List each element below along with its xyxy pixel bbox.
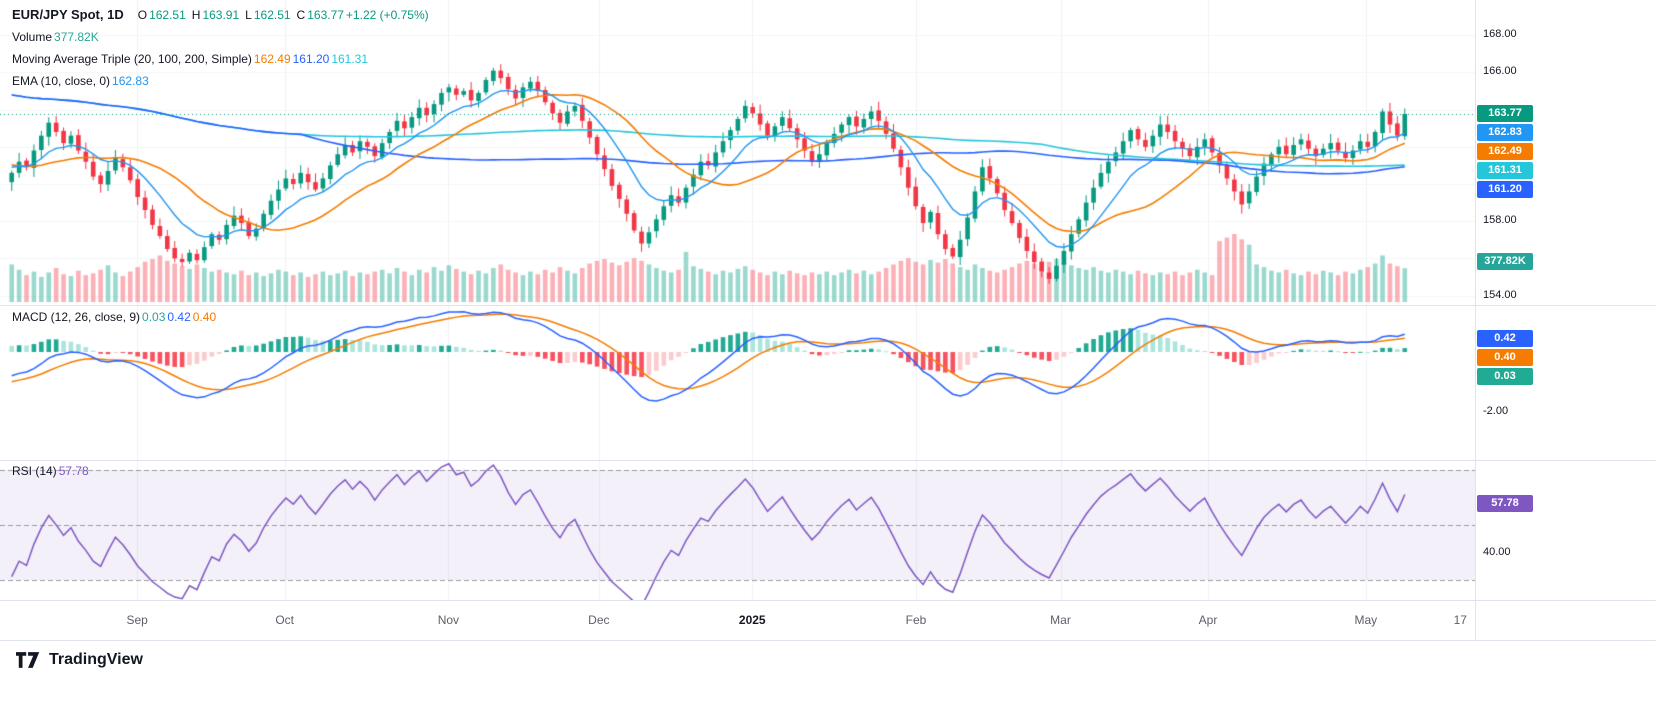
- price-badge: 161.20: [1477, 180, 1533, 198]
- rsi-value: 57.78: [58, 464, 89, 478]
- macd-axis-label: -2.00: [1483, 405, 1509, 417]
- open-label: O: [137, 8, 148, 22]
- time-axis-label: Dec: [588, 613, 610, 627]
- ema-label: EMA (10, close, 0): [12, 74, 111, 88]
- time-axis-label: Apr: [1198, 613, 1218, 627]
- ema-value: 162.83: [112, 74, 149, 88]
- price-badge: 161.31: [1477, 161, 1533, 179]
- ma20-value: 162.49: [253, 52, 291, 66]
- low-label: L: [245, 8, 252, 22]
- macd-signal-value: 0.40: [192, 310, 217, 324]
- close-label: C: [296, 8, 306, 22]
- price-axis-border: [1475, 0, 1476, 640]
- rsi-legend[interactable]: RSI (14) 57.78: [12, 464, 89, 478]
- time-axis-label: Nov: [437, 613, 460, 627]
- macd-label: MACD (12, 26, close, 9): [12, 310, 141, 324]
- time-axis-label: 17: [1453, 613, 1467, 627]
- main-legend: EUR/JPY Spot, 1D O 162.51 H 163.91 L 162.51 C 16…: [12, 4, 429, 92]
- time-axis-label: 2025: [738, 613, 766, 627]
- price-badge: 163.77: [1477, 104, 1533, 122]
- price-badge: 162.49: [1477, 142, 1533, 160]
- divider-macd-rsi[interactable]: [0, 460, 1656, 461]
- time-axis-label: May: [1354, 613, 1378, 627]
- macd-hist-value: 0.03: [142, 310, 166, 324]
- rsi-axis-label: 40.00: [1483, 545, 1511, 558]
- time-axis-label: Sep: [126, 613, 148, 627]
- change-value: +1.22 (+0.75%): [345, 8, 429, 22]
- time-axis-label: Mar: [1050, 613, 1071, 627]
- price-axis-label: 166.00: [1483, 65, 1517, 78]
- chart-canvas[interactable]: [0, 0, 1475, 600]
- price-axis-label: 154.00: [1483, 288, 1517, 301]
- footer: TradingView: [16, 650, 143, 669]
- macd-badge: 0.03: [1477, 368, 1533, 386]
- high-label: H: [191, 8, 201, 22]
- macd-badge: 0.42: [1477, 330, 1533, 348]
- macd-badge: 0.40: [1477, 349, 1533, 367]
- open-value: 162.51: [149, 8, 186, 22]
- volume-label: Volume: [12, 30, 53, 44]
- brand-name: TradingView: [49, 650, 143, 668]
- price-badge: 377.82K: [1477, 253, 1533, 270]
- ma-triple-row[interactable]: Moving Average Triple (20, 100, 200, Sim…: [12, 48, 429, 70]
- symbol-title: EUR/JPY Spot, 1D: [12, 7, 124, 22]
- low-value: 162.51: [253, 8, 291, 22]
- price-axis-label: 158.00: [1483, 214, 1517, 227]
- macd-legend[interactable]: MACD (12, 26, close, 9) 0.03 0.42 0.40: [12, 310, 216, 324]
- macd-line-value: 0.42: [167, 310, 191, 324]
- price-axis-label: 168.00: [1483, 28, 1517, 41]
- high-value: 163.91: [202, 8, 240, 22]
- divider-main-macd[interactable]: [0, 305, 1656, 306]
- divider-bottom: [0, 640, 1656, 641]
- divider-rsi-timeaxis: [0, 600, 1656, 601]
- price-badge: 162.83: [1477, 123, 1533, 141]
- symbol-row[interactable]: EUR/JPY Spot, 1D O 162.51 H 163.91 L 162.51 C 16…: [12, 4, 429, 26]
- volume-row[interactable]: Volume 377.82K: [12, 26, 429, 48]
- ema-row[interactable]: EMA (10, close, 0) 162.83: [12, 70, 429, 92]
- ma100-value: 161.20: [292, 52, 330, 66]
- close-value: 163.77: [307, 8, 344, 22]
- rsi-badge: 57.78: [1477, 494, 1533, 512]
- tradingview-logo: [16, 652, 40, 668]
- rsi-label: RSI (14): [12, 464, 57, 478]
- time-axis[interactable]: Sep Oct Nov Dec 2025 Feb Mar Apr May 17: [0, 600, 1475, 640]
- volume-value: 377.82K: [54, 30, 99, 44]
- time-axis-label: Feb: [905, 613, 927, 627]
- ma200-value: 161.31: [331, 52, 369, 66]
- time-axis-label: Oct: [275, 613, 295, 627]
- ma-triple-label: Moving Average Triple (20, 100, 200, Sim…: [12, 52, 252, 66]
